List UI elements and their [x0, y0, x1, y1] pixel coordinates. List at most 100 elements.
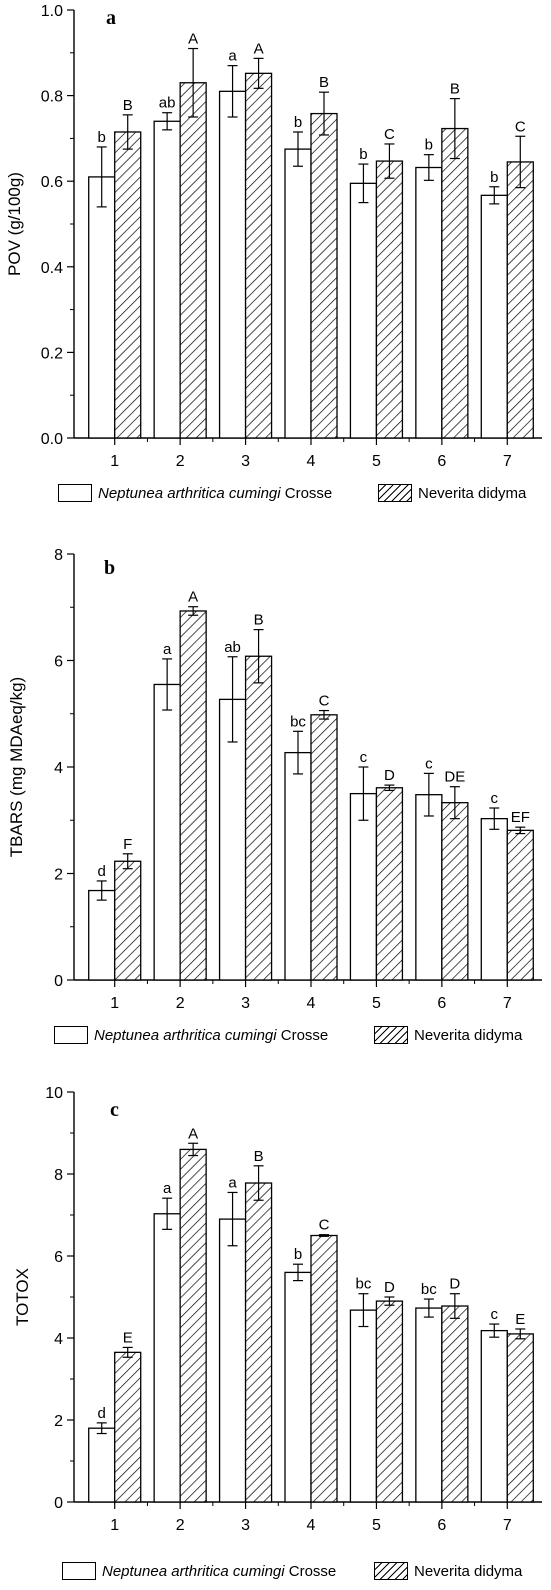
- significance-letter: b: [294, 1246, 302, 1263]
- significance-letter: c: [491, 1306, 499, 1323]
- significance-letter: c: [491, 790, 499, 807]
- x-tick-label: 6: [437, 995, 446, 1008]
- significance-letter: A: [188, 1125, 198, 1142]
- bar-series1: [480, 1329, 508, 1503]
- bar-series1: [480, 818, 508, 981]
- significance-letter: D: [449, 1276, 460, 1293]
- bar-series2: [244, 1182, 273, 1503]
- chart-panel-c: 0 2 4 6 8 10 TOTOX c 1 d E 2 a A 3 a B 4 b C 5 bc D 6 bc D 7 c E: [0, 1072, 551, 1552]
- bar-series1: [218, 90, 247, 439]
- significance-letter: a: [163, 1180, 172, 1197]
- significance-letter: b: [425, 137, 433, 154]
- significance-letter: E: [123, 1329, 133, 1346]
- legend-item-series1: Neptunea arthritica cumingi Crosse: [58, 482, 332, 504]
- significance-letter: b: [294, 114, 302, 131]
- bar-series1: [349, 792, 378, 981]
- bar-series2: [441, 802, 469, 981]
- bar-series1: [88, 1427, 116, 1503]
- significance-letter: A: [188, 31, 198, 48]
- chart-b-svg: 0 2 4 6 8 TBARS (mg MDAeq/kg) b 1 dF 2 a A 3 ab B 4 bc C 5…: [7, 547, 542, 1008]
- bar-series2: [375, 1300, 404, 1503]
- legend-b: Neptunea arthritica cumingi Crosse Never…: [0, 1020, 551, 1050]
- y-tick-label: 6: [54, 1249, 63, 1266]
- bar-series1: [349, 1309, 378, 1503]
- significance-letter: DE: [444, 769, 465, 786]
- legend-swatch-open: [54, 1026, 88, 1044]
- significance-letter: c: [360, 749, 368, 766]
- legend-label-series1: Neptunea arthritica cumingi Crosse: [102, 1562, 337, 1580]
- legend-item-series2: Neverita didyma: [374, 1560, 522, 1582]
- bar-series2: [179, 1148, 207, 1503]
- bar-series2: [441, 127, 469, 439]
- legend-label-series2: Neverita didyma: [418, 484, 527, 502]
- y-tick-label: 0: [54, 973, 63, 990]
- significance-letter: ab: [224, 639, 241, 656]
- legend-swatch-open: [62, 1562, 96, 1580]
- x-tick-label: 6: [437, 453, 446, 470]
- y-axis-label: TOTOX: [13, 1268, 32, 1326]
- y-tick-label: 8: [54, 547, 63, 564]
- bar-series1: [153, 120, 181, 439]
- significance-letter: B: [123, 97, 133, 114]
- x-tick-label: 2: [176, 1517, 185, 1534]
- y-tick-label: 0.6: [41, 174, 63, 191]
- bar-series2: [179, 82, 207, 439]
- significance-letter: d: [98, 863, 106, 880]
- chart-panel-a: 0.0 0.2 0.4 0.6 0.8 1.0 POV (g/100g) a 1 b B 2 ab A 3 a…: [0, 0, 551, 470]
- y-tick-label: 2: [54, 1413, 63, 1430]
- legend-swatch-hatched: [374, 1562, 408, 1580]
- significance-letter: d: [98, 1405, 106, 1422]
- significance-letter: b: [98, 129, 106, 146]
- x-tick-label: 6: [437, 1517, 446, 1534]
- bar-series2: [244, 655, 273, 981]
- bar-series2: [310, 112, 338, 439]
- x-tick-label: 3: [241, 453, 250, 470]
- significance-letter: B: [450, 81, 460, 98]
- significance-letter: a: [163, 641, 172, 658]
- bar-series1: [415, 794, 443, 981]
- significance-letter: bc: [290, 713, 306, 730]
- y-tick-label: 0.2: [41, 345, 63, 362]
- bar-series2: [441, 1305, 469, 1503]
- y-tick-label: 0.4: [41, 260, 63, 277]
- bar-series1: [284, 1271, 312, 1503]
- y-axis-label: TBARS (mg MDAeq/kg): [7, 677, 26, 857]
- y-tick-label: 8: [54, 1167, 63, 1184]
- significance-letter: a: [228, 1174, 237, 1191]
- y-tick-label: 0.8: [41, 89, 63, 106]
- x-tick-label: 4: [307, 1517, 316, 1534]
- significance-letter: C: [319, 693, 330, 710]
- bar-series2: [310, 714, 338, 981]
- bar-series2: [114, 860, 142, 981]
- y-tick-label: 4: [54, 1331, 63, 1348]
- significance-letter: A: [254, 40, 264, 57]
- bar-series1: [284, 148, 312, 439]
- x-tick-label: 1: [110, 995, 119, 1008]
- chart-panel-b: 0 2 4 6 8 TBARS (mg MDAeq/kg) b 1 d F 2 a A 3 ab B 4 bc C 5…: [0, 530, 551, 1008]
- significance-letter: B: [254, 612, 264, 629]
- bar-series1: [480, 194, 508, 439]
- bar-series2: [244, 72, 273, 439]
- legend-item-series1: Neptunea arthritica cumingi Crosse: [54, 1024, 328, 1046]
- legend-label-series2: Neverita didyma: [414, 1026, 523, 1044]
- significance-letter: a: [228, 48, 237, 65]
- bar-series2: [375, 160, 404, 439]
- panel-letter: c: [110, 1099, 119, 1121]
- y-tick-label: 0.0: [41, 431, 63, 448]
- bar-series2: [375, 787, 404, 981]
- y-tick-label: 10: [45, 1085, 63, 1102]
- bar-series2: [114, 1351, 142, 1503]
- bar-series2: [506, 1333, 534, 1503]
- significance-letter: A: [188, 589, 198, 606]
- x-tick-label: 5: [372, 453, 381, 470]
- bar-series2: [179, 610, 207, 981]
- bar-series2: [114, 131, 142, 439]
- significance-letter: b: [490, 169, 498, 186]
- bar-series1: [88, 889, 116, 981]
- bar-series2: [310, 1234, 338, 1503]
- significance-letter: C: [319, 1217, 330, 1234]
- y-tick-label: 4: [54, 760, 63, 777]
- x-tick-label: 4: [307, 453, 316, 470]
- significance-letter: C: [384, 126, 395, 143]
